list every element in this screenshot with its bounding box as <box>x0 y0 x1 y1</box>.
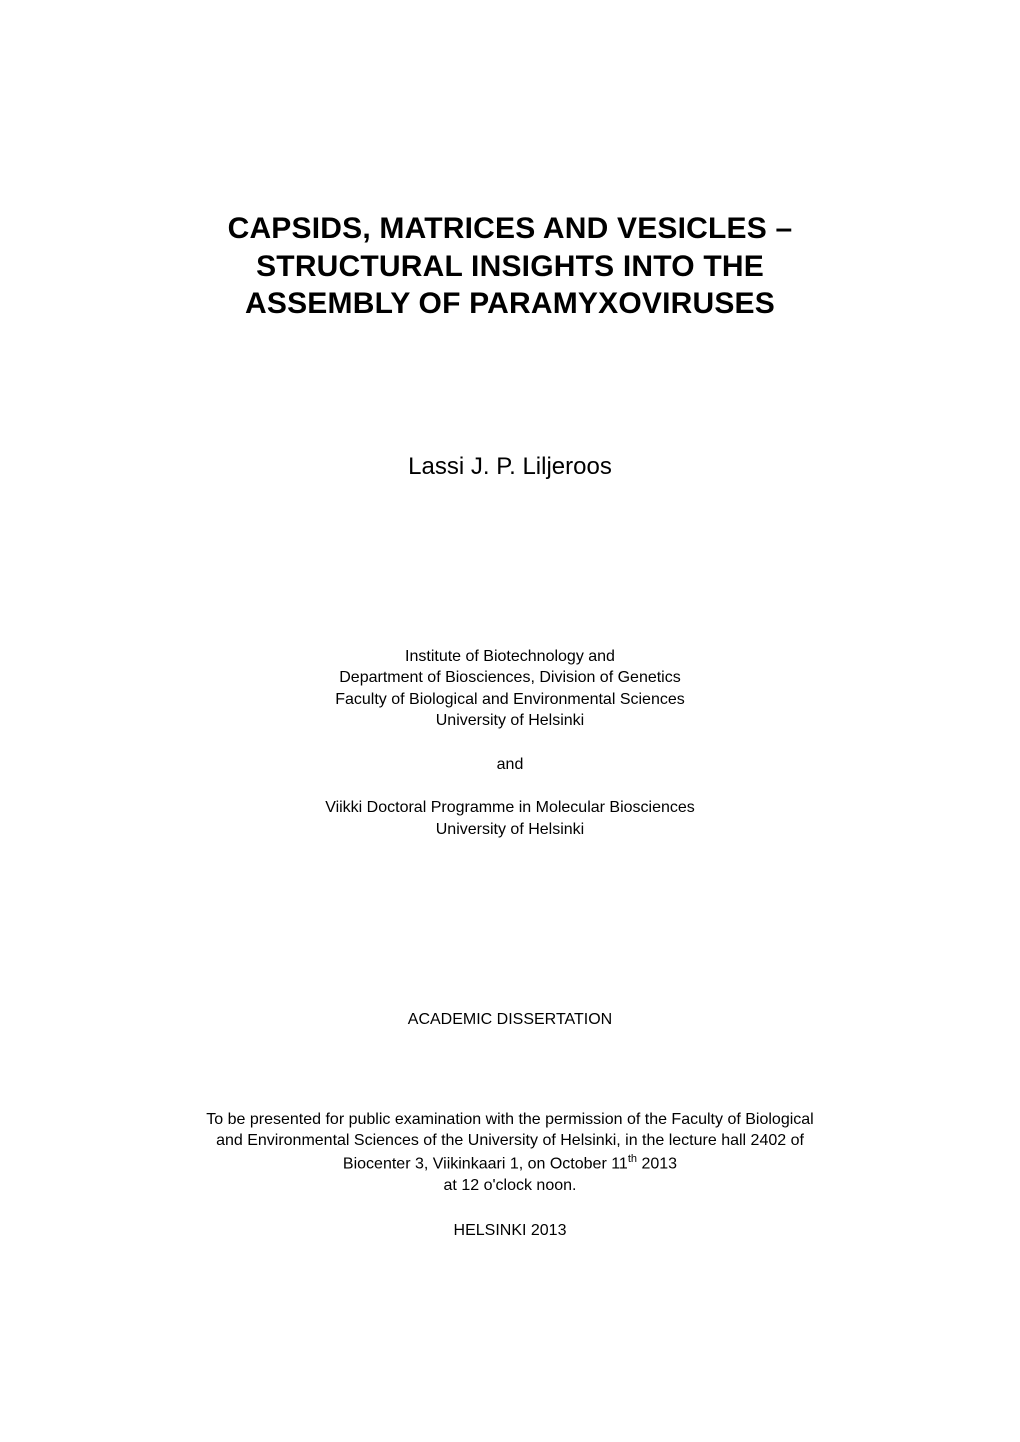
affiliation-block: Institute of Biotechnology and Departmen… <box>110 646 910 841</box>
author-name: Lassi J. P. Liljeroos <box>408 453 612 480</box>
affiliation-line-3: Faculty of Biological and Environmental … <box>110 689 910 711</box>
affiliation-line-4: University of Helsinki <box>110 710 910 732</box>
affiliation-line-6: University of Helsinki <box>110 819 910 841</box>
presentation-ordinal-suffix: th <box>628 1153 637 1165</box>
presentation-notice: To be presented for public examination w… <box>110 1109 910 1197</box>
dissertation-label-block: ACADEMIC DISSERTATION <box>110 1011 910 1029</box>
title-line-1: CAPSIDS, MATRICES AND VESICLES – <box>228 212 793 245</box>
dissertation-label: ACADEMIC DISSERTATION <box>408 1011 612 1028</box>
title-line-3: ASSEMBLY OF PARAMYXOVIRUSES <box>245 287 775 320</box>
location-year: HELSINKI 2013 <box>454 1222 567 1239</box>
location-year-block: HELSINKI 2013 <box>110 1222 910 1240</box>
presentation-line-4: at 12 o'clock noon. <box>110 1175 910 1197</box>
author-block: Lassi J. P. Liljeroos <box>110 453 910 481</box>
title-page: CAPSIDS, MATRICES AND VESICLES – STRUCTU… <box>0 0 1020 1442</box>
dissertation-title: CAPSIDS, MATRICES AND VESICLES – STRUCTU… <box>110 210 910 323</box>
affiliation-line-2: Department of Biosciences, Division of G… <box>110 667 910 689</box>
title-block: CAPSIDS, MATRICES AND VESICLES – STRUCTU… <box>110 210 910 323</box>
presentation-line-3: Biocenter 3, Viikinkaari 1, on October 1… <box>110 1152 910 1175</box>
title-line-2: STRUCTURAL INSIGHTS INTO THE <box>256 250 764 283</box>
affiliation-line-5: Viikki Doctoral Programme in Molecular B… <box>110 797 910 819</box>
affiliation-line-1: Institute of Biotechnology and <box>110 646 910 668</box>
affiliation-separator: and <box>110 754 910 776</box>
presentation-line-3-pre: Biocenter 3, Viikinkaari 1, on October 1… <box>343 1155 628 1172</box>
presentation-line-2: and Environmental Sciences of the Univer… <box>110 1130 910 1152</box>
presentation-line-3-post: 2013 <box>637 1155 677 1172</box>
presentation-line-1: To be presented for public examination w… <box>110 1109 910 1131</box>
